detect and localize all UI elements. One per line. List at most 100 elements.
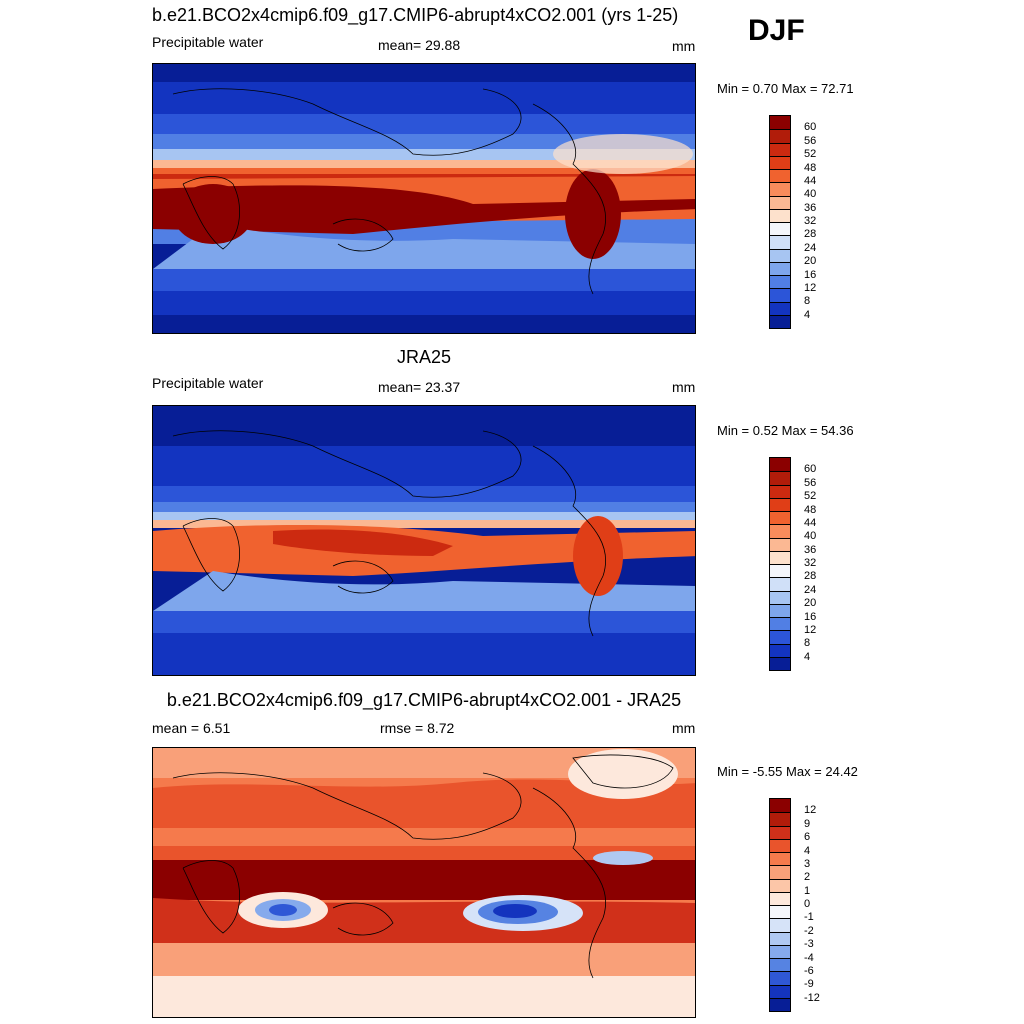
colorbar-tick-label: -6 <box>804 964 814 977</box>
panel3-map <box>152 747 696 1018</box>
colorbar-tick-label: 12 <box>804 281 817 294</box>
colorbar-tick-label: 9 <box>804 817 811 830</box>
panel2-map-graphic <box>153 406 695 675</box>
season-label: DJF <box>748 14 805 47</box>
colorbar-segment <box>770 643 790 657</box>
panel3-mean-label: mean = 6.51 <box>152 720 231 736</box>
colorbar-tick-label: 8 <box>804 295 811 308</box>
colorbar-segment <box>770 852 790 866</box>
colorbar-segment <box>770 878 790 892</box>
panel3-colorbar <box>769 798 791 1012</box>
panel1-title: b.e21.BCO2x4cmip6.f09_g17.CMIP6-abrupt4x… <box>152 5 679 25</box>
panel2-title: JRA25 <box>396 347 452 367</box>
colorbar-tick-label: 32 <box>804 557 817 569</box>
colorbar-segment <box>770 524 790 538</box>
colorbar-segment <box>770 195 790 209</box>
panel1-units-label: mm <box>672 38 696 54</box>
colorbar-segment <box>770 812 790 826</box>
colorbar-tick-label: 36 <box>804 543 817 556</box>
colorbar-tick-label: 56 <box>804 134 817 147</box>
colorbar-segment <box>770 971 790 985</box>
panel2-colorbar <box>769 457 791 671</box>
colorbar-tick-label: 52 <box>804 148 817 161</box>
colorbar-tick-label: 60 <box>804 463 817 476</box>
colorbar-segment <box>770 656 790 670</box>
colorbar-tick-label: 4 <box>804 308 811 321</box>
colorbar-segment <box>770 958 790 972</box>
colorbar-segment <box>770 471 790 485</box>
colorbar-tick-label: -3 <box>804 938 814 951</box>
panel1-mean-label: mean= 29.88 <box>378 37 461 53</box>
colorbar-tick-label: 36 <box>804 201 817 214</box>
colorbar-segment <box>770 248 790 262</box>
colorbar-tick-label: 48 <box>804 161 817 174</box>
panel1-colorbar <box>769 115 791 329</box>
colorbar-tick-label: 52 <box>804 490 817 503</box>
colorbar-tick-label: 16 <box>804 610 817 623</box>
colorbar-segment <box>770 208 790 222</box>
colorbar-segment <box>770 865 790 879</box>
colorbar-segment <box>770 129 790 143</box>
panel1-variable-label: Precipitable water <box>152 34 264 50</box>
colorbar-tick-label: -1 <box>804 911 814 924</box>
colorbar-segment <box>770 825 790 839</box>
colorbar-tick-label: -9 <box>804 978 814 991</box>
colorbar-segment <box>770 484 790 498</box>
colorbar-tick-label: 44 <box>804 516 817 529</box>
colorbar-tick-label: 24 <box>804 583 817 596</box>
panel3-units-label: mm <box>672 720 696 736</box>
colorbar-tick-label: 44 <box>804 174 817 187</box>
panel2-variable-label: Precipitable water <box>152 375 264 391</box>
colorbar-tick-label: 4 <box>804 844 811 857</box>
colorbar-tick-label: 28 <box>804 228 817 241</box>
colorbar-segment <box>770 918 790 932</box>
colorbar-segment <box>770 261 790 275</box>
colorbar-tick-label: -4 <box>804 951 814 964</box>
colorbar-segment <box>770 905 790 919</box>
colorbar-tick-label: 60 <box>804 121 817 134</box>
colorbar-tick-label: 32 <box>804 215 817 227</box>
colorbar-segment <box>770 116 790 130</box>
panel3-map-graphic <box>153 748 695 1017</box>
colorbar-tick-label: 20 <box>804 597 817 610</box>
colorbar-tick-label: 0 <box>804 898 811 910</box>
colorbar-segment <box>770 984 790 998</box>
colorbar-tick-label: 12 <box>804 804 817 817</box>
colorbar-segment <box>770 301 790 315</box>
colorbar-tick-label: 3 <box>804 857 811 870</box>
panel3-minmax: Min = -5.55 Max = 24.42 <box>717 764 858 779</box>
colorbar-segment <box>770 997 790 1011</box>
colorbar-tick-label: 16 <box>804 268 817 281</box>
colorbar-segment <box>770 314 790 328</box>
colorbar-segment <box>770 603 790 617</box>
colorbar-segment <box>770 222 790 236</box>
colorbar-segment <box>770 235 790 249</box>
colorbar-tick-label: 40 <box>804 188 817 201</box>
panel3-rmse-label: rmse = 8.72 <box>380 720 455 736</box>
colorbar-segment <box>770 564 790 578</box>
panel1-map-graphic <box>153 64 695 333</box>
colorbar-segment <box>770 838 790 852</box>
colorbar-tick-label: 28 <box>804 570 817 583</box>
colorbar-segment <box>770 458 790 472</box>
panel2-units-label: mm <box>672 379 696 395</box>
colorbar-segment <box>770 891 790 905</box>
colorbar-tick-label: 40 <box>804 530 817 543</box>
panel1-minmax: Min = 0.70 Max = 72.71 <box>717 81 854 96</box>
colorbar-segment <box>770 511 790 525</box>
colorbar-segment <box>770 288 790 302</box>
colorbar-segment <box>770 944 790 958</box>
colorbar-tick-label: 8 <box>804 637 811 650</box>
panel2-map <box>152 405 696 676</box>
colorbar-segment <box>770 537 790 551</box>
colorbar-segment <box>770 142 790 156</box>
panel3-title: b.e21.BCO2x4cmip6.f09_g17.CMIP6-abrupt4x… <box>166 690 682 710</box>
colorbar-segment <box>770 275 790 289</box>
panel2-mean-label: mean= 23.37 <box>378 379 461 395</box>
colorbar-tick-label: 12 <box>804 623 817 636</box>
colorbar-tick-label: 20 <box>804 255 817 268</box>
colorbar-tick-label: -12 <box>804 991 820 1004</box>
colorbar-tick-label: 1 <box>804 884 811 897</box>
colorbar-segment <box>770 577 790 591</box>
panel1-map <box>152 63 696 334</box>
